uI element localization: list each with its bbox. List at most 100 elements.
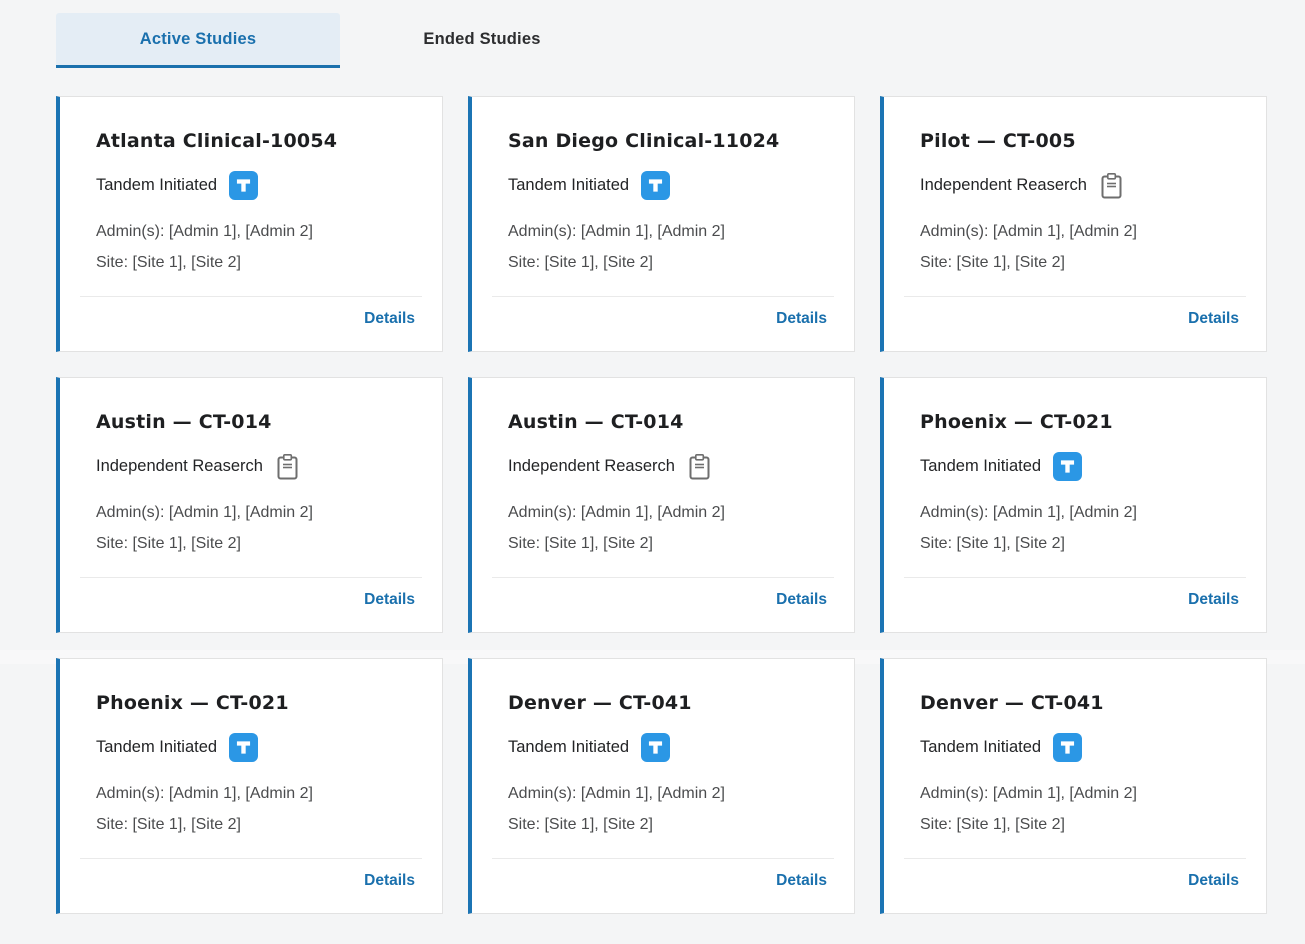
study-card-body: Austin — CT-014 Independent Reaserch Adm… [60,378,442,577]
study-admins: Admin(s): [Admin 1], [Admin 2] [508,504,725,521]
study-card-footer: Details [904,858,1246,913]
study-title: San Diego Clinical-11024 [508,130,780,152]
clipboard-icon [1099,172,1124,200]
tandem-t-icon [229,733,259,762]
study-sites: Site: [Site 1], [Site 2] [920,816,1065,833]
details-link[interactable]: Details [776,591,827,608]
study-title: Phoenix — CT-021 [920,411,1113,433]
tandem-t-icon [641,171,671,200]
study-type-label: Tandem Initiated [920,457,1042,475]
study-admins: Admin(s): [Admin 1], [Admin 2] [96,785,313,802]
tab-active-studies[interactable]: Active Studies [56,13,340,68]
tab-active-studies-label: Active Studies [139,29,257,48]
study-title: Austin — CT-014 [96,411,272,433]
study-type-row: Tandem Initiated [96,733,422,762]
study-meta: Admin(s): [Admin 1], [Admin 2] Site: [Si… [96,497,422,559]
study-type-row: Tandem Initiated [920,452,1246,481]
tandem-t-icon [641,733,671,762]
study-title: Austin — CT-014 [508,411,684,433]
details-link[interactable]: Details [364,591,415,608]
details-link[interactable]: Details [1188,310,1239,327]
study-type-label: Independent Reaserch [508,457,675,475]
study-meta: Admin(s): [Admin 1], [Admin 2] Site: [Si… [920,216,1246,278]
study-card: San Diego Clinical-11024 Tandem Initiate… [468,96,855,352]
clipboard-icon [687,453,712,481]
study-sites: Site: [Site 1], [Site 2] [508,254,653,271]
study-type-label: Tandem Initiated [96,738,218,756]
study-admins: Admin(s): [Admin 1], [Admin 2] [920,504,1137,521]
study-admins: Admin(s): [Admin 1], [Admin 2] [508,785,725,802]
study-card: Austin — CT-014 Independent Reaserch Adm… [56,377,443,633]
study-type-label: Tandem Initiated [96,176,218,194]
study-card-body: Atlanta Clinical-10054 Tandem Initiated … [60,97,442,296]
study-sites: Site: [Site 1], [Site 2] [920,535,1065,552]
details-link[interactable]: Details [364,310,415,327]
study-sites: Site: [Site 1], [Site 2] [96,254,241,271]
study-card: Pilot — CT-005 Independent Reaserch Admi… [880,96,1267,352]
study-type-row: Independent Reaserch [920,171,1246,200]
study-sites: Site: [Site 1], [Site 2] [508,816,653,833]
details-link[interactable]: Details [1188,872,1239,889]
details-link[interactable]: Details [776,872,827,889]
study-type-row: Tandem Initiated [508,171,834,200]
study-type-row: Independent Reaserch [508,452,834,481]
clipboard-icon [275,453,300,481]
study-card-footer: Details [80,296,422,351]
study-admins: Admin(s): [Admin 1], [Admin 2] [920,785,1137,802]
study-card-footer: Details [80,858,422,913]
details-link[interactable]: Details [1188,591,1239,608]
study-card-body: Pilot — CT-005 Independent Reaserch Admi… [884,97,1266,296]
study-admins: Admin(s): [Admin 1], [Admin 2] [96,223,313,240]
study-title: Denver — CT-041 [920,692,1104,714]
study-type-row: Independent Reaserch [96,452,422,481]
study-meta: Admin(s): [Admin 1], [Admin 2] Site: [Si… [920,497,1246,559]
study-card: Denver — CT-041 Tandem Initiated Admin(s… [880,658,1267,914]
study-card: Phoenix — CT-021 Tandem Initiated Admin(… [56,658,443,914]
study-type-label: Tandem Initiated [508,176,630,194]
study-type-label: Tandem Initiated [920,738,1042,756]
study-title: Pilot — CT-005 [920,130,1076,152]
tandem-t-icon [1053,733,1083,762]
study-admins: Admin(s): [Admin 1], [Admin 2] [508,223,725,240]
study-card: Phoenix — CT-021 Tandem Initiated Admin(… [880,377,1267,633]
study-card-footer: Details [492,858,834,913]
study-sites: Site: [Site 1], [Site 2] [96,535,241,552]
study-meta: Admin(s): [Admin 1], [Admin 2] Site: [Si… [508,497,834,559]
study-type-label: Independent Reaserch [920,176,1087,194]
study-type-label: Tandem Initiated [508,738,630,756]
study-meta: Admin(s): [Admin 1], [Admin 2] Site: [Si… [508,216,834,278]
study-card-footer: Details [904,296,1246,351]
study-meta: Admin(s): [Admin 1], [Admin 2] Site: [Si… [96,778,422,840]
study-card-footer: Details [492,577,834,632]
study-admins: Admin(s): [Admin 1], [Admin 2] [920,223,1137,240]
study-meta: Admin(s): [Admin 1], [Admin 2] Site: [Si… [920,778,1246,840]
study-type-row: Tandem Initiated [508,733,834,762]
details-link[interactable]: Details [776,310,827,327]
study-type-row: Tandem Initiated [96,171,422,200]
study-card-body: San Diego Clinical-11024 Tandem Initiate… [472,97,854,296]
study-card-body: Denver — CT-041 Tandem Initiated Admin(s… [884,659,1266,858]
study-sites: Site: [Site 1], [Site 2] [96,816,241,833]
study-card-body: Phoenix — CT-021 Tandem Initiated Admin(… [884,378,1266,577]
study-card-body: Denver — CT-041 Tandem Initiated Admin(s… [472,659,854,858]
study-card-body: Austin — CT-014 Independent Reaserch Adm… [472,378,854,577]
study-meta: Admin(s): [Admin 1], [Admin 2] Site: [Si… [508,778,834,840]
study-title: Atlanta Clinical-10054 [96,130,338,152]
study-card: Denver — CT-041 Tandem Initiated Admin(s… [468,658,855,914]
study-card-grid: Atlanta Clinical-10054 Tandem Initiated … [56,96,1305,914]
study-card: Atlanta Clinical-10054 Tandem Initiated … [56,96,443,352]
studies-tab-bar: Active Studies Ended Studies [56,13,1305,68]
tab-ended-studies-label: Ended Studies [423,29,541,48]
study-admins: Admin(s): [Admin 1], [Admin 2] [96,504,313,521]
study-meta: Admin(s): [Admin 1], [Admin 2] Site: [Si… [96,216,422,278]
study-card-footer: Details [80,577,422,632]
details-link[interactable]: Details [364,872,415,889]
tab-ended-studies[interactable]: Ended Studies [340,13,624,68]
study-card-body: Phoenix — CT-021 Tandem Initiated Admin(… [60,659,442,858]
study-type-label: Independent Reaserch [96,457,263,475]
study-title: Phoenix — CT-021 [96,692,289,714]
study-title: Denver — CT-041 [508,692,692,714]
tandem-t-icon [229,171,259,200]
study-type-row: Tandem Initiated [920,733,1246,762]
tandem-t-icon [1053,452,1083,481]
